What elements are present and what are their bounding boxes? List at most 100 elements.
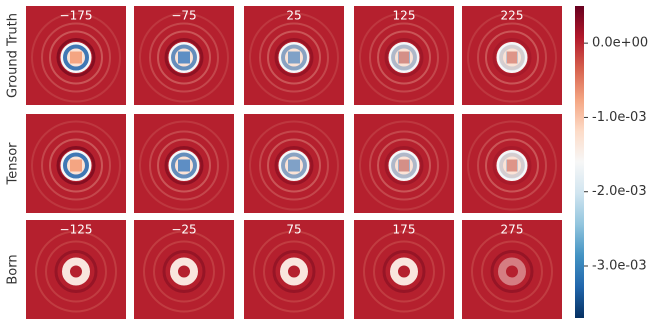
ring: [281, 44, 307, 71]
core: [178, 51, 190, 64]
panel: [244, 114, 344, 213]
panel: [134, 114, 234, 213]
panel-title: −175: [60, 9, 93, 23]
core: [288, 159, 300, 172]
ring: [164, 146, 204, 185]
panel: [354, 220, 454, 319]
ring: [390, 257, 418, 286]
ring: [267, 30, 321, 85]
ring: [253, 230, 335, 313]
ring: [481, 240, 543, 303]
panel-title: 275: [501, 223, 524, 237]
panel: [462, 6, 562, 105]
panel-title: 25: [286, 9, 301, 23]
ring: [259, 130, 329, 201]
core: [178, 159, 190, 172]
panel-image: [244, 220, 344, 319]
core: [399, 51, 409, 64]
panel-image: [354, 220, 454, 319]
colorbar-tick-label: -1.0e-03: [592, 110, 647, 125]
ring: [164, 38, 204, 77]
ring: [492, 146, 532, 185]
ring: [249, 120, 339, 211]
panel: [134, 220, 234, 319]
ring: [391, 44, 417, 71]
ring: [274, 146, 314, 185]
panel: [26, 220, 126, 319]
ring: [477, 22, 547, 93]
row-label: Ground Truth: [6, 13, 21, 98]
core: [507, 51, 517, 64]
ring: [35, 230, 117, 313]
ring: [49, 30, 103, 85]
ring: [171, 152, 197, 179]
panel: [462, 220, 562, 319]
core: [399, 159, 409, 172]
ring: [31, 120, 121, 211]
core: [507, 159, 517, 172]
panel-title: 125: [393, 9, 416, 23]
ring: [499, 152, 525, 179]
ring: [56, 38, 96, 77]
core: [70, 159, 82, 172]
ring: [281, 152, 307, 179]
colorbar-tick-label: -2.0e-03: [592, 184, 647, 199]
panel-image: [462, 220, 562, 319]
ring: [384, 146, 424, 185]
ring: [369, 130, 439, 201]
ring: [267, 138, 321, 193]
panel: [244, 6, 344, 105]
ring: [280, 257, 308, 286]
ring: [369, 22, 439, 93]
ring: [391, 152, 417, 179]
ring: [382, 250, 426, 293]
ring: [157, 138, 211, 193]
panel-title: −75: [171, 9, 196, 23]
panel-image: [26, 220, 126, 319]
ring: [62, 257, 90, 286]
ring: [499, 44, 525, 71]
panel-title: −25: [171, 223, 196, 237]
ring: [149, 130, 219, 201]
ring: [477, 130, 547, 201]
row-label: Born: [6, 254, 21, 284]
ring: [249, 12, 339, 103]
ring: [259, 22, 329, 93]
ring: [384, 38, 424, 77]
row-label: Tensor: [6, 142, 21, 186]
ring: [149, 22, 219, 93]
ring: [377, 138, 431, 193]
ring: [274, 38, 314, 77]
ring: [157, 30, 211, 85]
panel-title: −125: [60, 223, 93, 237]
ring: [272, 250, 316, 293]
ring: [263, 240, 325, 303]
ring: [153, 240, 215, 303]
ring: [373, 240, 435, 303]
panel: [354, 6, 454, 105]
panel-image: [134, 220, 234, 319]
ring: [63, 44, 89, 71]
core: [70, 51, 82, 64]
ring: [31, 12, 121, 103]
ring: [139, 12, 229, 103]
panel: [134, 6, 234, 105]
panel: [26, 114, 126, 213]
ring: [41, 130, 111, 201]
ring: [170, 257, 198, 286]
ring: [490, 250, 534, 293]
ring: [485, 30, 539, 85]
ring: [359, 120, 449, 211]
ring: [63, 152, 89, 179]
panel: [244, 220, 344, 319]
ring: [49, 138, 103, 193]
ring: [363, 230, 445, 313]
panel-title: 175: [393, 223, 416, 237]
panel: [354, 114, 454, 213]
ring: [143, 230, 225, 313]
ring: [171, 44, 197, 71]
ring: [359, 12, 449, 103]
ring: [54, 250, 98, 293]
ring: [498, 257, 526, 286]
